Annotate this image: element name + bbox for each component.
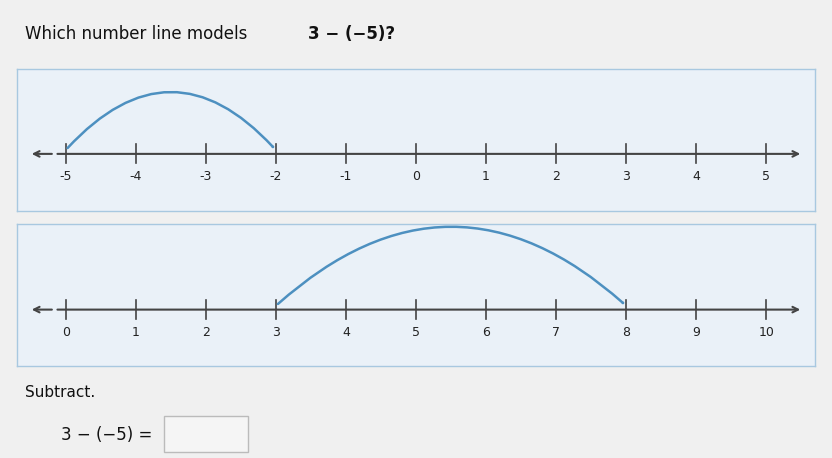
Text: -4: -4 xyxy=(130,170,142,183)
Text: 8: 8 xyxy=(622,326,630,339)
Text: -3: -3 xyxy=(200,170,212,183)
Text: 4: 4 xyxy=(692,170,701,183)
Text: 2: 2 xyxy=(202,326,210,339)
Text: 6: 6 xyxy=(482,326,490,339)
Text: 1: 1 xyxy=(131,326,140,339)
Text: 3: 3 xyxy=(622,170,630,183)
Text: 9: 9 xyxy=(692,326,701,339)
Text: 5: 5 xyxy=(412,326,420,339)
Text: 10: 10 xyxy=(759,326,775,339)
Text: 0: 0 xyxy=(62,326,70,339)
Text: 3 − (−5) =: 3 − (−5) = xyxy=(61,426,152,444)
Text: 3 − (−5)?: 3 − (−5)? xyxy=(308,25,395,44)
Text: -1: -1 xyxy=(339,170,352,183)
Text: 0: 0 xyxy=(412,170,420,183)
FancyArrowPatch shape xyxy=(67,92,273,148)
Text: 5: 5 xyxy=(762,170,770,183)
Text: 4: 4 xyxy=(342,326,350,339)
Text: Subtract.: Subtract. xyxy=(25,385,95,399)
Text: Which number line models: Which number line models xyxy=(25,25,252,44)
Text: 3: 3 xyxy=(272,326,280,339)
Text: -2: -2 xyxy=(270,170,282,183)
FancyArrowPatch shape xyxy=(278,227,623,304)
Text: 2: 2 xyxy=(552,170,560,183)
FancyBboxPatch shape xyxy=(165,416,248,452)
Text: 7: 7 xyxy=(552,326,560,339)
Text: 1: 1 xyxy=(482,170,490,183)
Text: -5: -5 xyxy=(59,170,72,183)
